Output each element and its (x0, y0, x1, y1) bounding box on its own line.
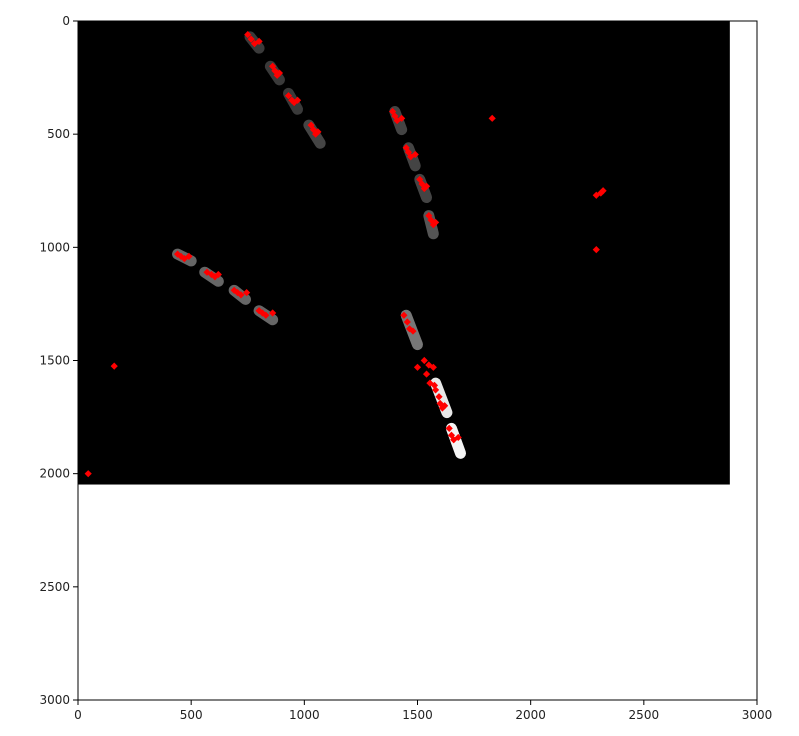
data-point (411, 150, 419, 159)
y-tick-label: 3000 (39, 693, 70, 707)
data-point (420, 356, 428, 365)
data-point (592, 245, 600, 254)
points-layer (84, 30, 607, 478)
y-tick-label: 0 (62, 14, 70, 28)
data-point (445, 424, 453, 432)
data-point (233, 289, 242, 297)
data-point (432, 386, 440, 394)
data-point (422, 182, 431, 190)
y-axis: 0 500 1000 1500 2000 2500 3000 (39, 14, 78, 707)
data-point (307, 121, 315, 129)
data-point (275, 69, 284, 77)
data-point (244, 30, 252, 39)
data-point (405, 325, 414, 333)
x-tick-label: 1500 (402, 708, 433, 722)
data-point (402, 144, 410, 152)
data-point (110, 362, 118, 370)
data-point (269, 309, 277, 317)
data-point (422, 370, 431, 378)
x-tick-label: 0 (74, 708, 82, 722)
data-point (454, 433, 462, 442)
data-point (400, 311, 408, 319)
data-point (284, 92, 293, 100)
data-point (441, 402, 449, 410)
x-tick-label: 1000 (289, 708, 320, 722)
y-tick-label: 500 (47, 127, 70, 141)
data-point (237, 291, 245, 299)
data-point (214, 270, 222, 279)
data-point (413, 363, 422, 371)
data-point (293, 96, 302, 104)
data-point (250, 40, 259, 48)
data-point (271, 67, 279, 75)
data-point (391, 112, 399, 120)
data-point (427, 216, 435, 224)
data-point (84, 470, 92, 478)
data-point (262, 311, 270, 319)
data-point (420, 184, 428, 193)
y-tick-label: 2000 (39, 467, 70, 481)
data-point (436, 399, 444, 408)
x-axis: 0 500 1000 1500 2000 2500 3000 (74, 700, 772, 722)
data-point (488, 114, 496, 122)
data-point (432, 218, 440, 227)
x-tick-label: 500 (180, 708, 203, 722)
data-point (599, 187, 607, 195)
y-tick-label: 1000 (39, 240, 70, 254)
data-point (243, 289, 251, 297)
y-tick-label: 2500 (39, 580, 70, 594)
data-point (312, 130, 320, 138)
data-point (403, 318, 411, 326)
data-point (255, 37, 263, 45)
data-point (404, 148, 413, 156)
data-point (426, 379, 434, 387)
data-point (314, 128, 322, 136)
data-point (398, 114, 406, 122)
y-tick-label: 1500 (39, 354, 70, 368)
data-point (435, 393, 443, 401)
x-tick-label: 2000 (515, 708, 546, 722)
x-tick-label: 2500 (629, 708, 660, 722)
data-point (247, 35, 255, 43)
data-point (177, 252, 185, 260)
data-point (416, 175, 424, 184)
data-point (429, 221, 437, 229)
data-point (429, 363, 437, 371)
data-point (409, 327, 417, 335)
data-point (407, 153, 415, 161)
x-tick-label: 3000 (742, 708, 773, 722)
data-point (185, 252, 193, 260)
